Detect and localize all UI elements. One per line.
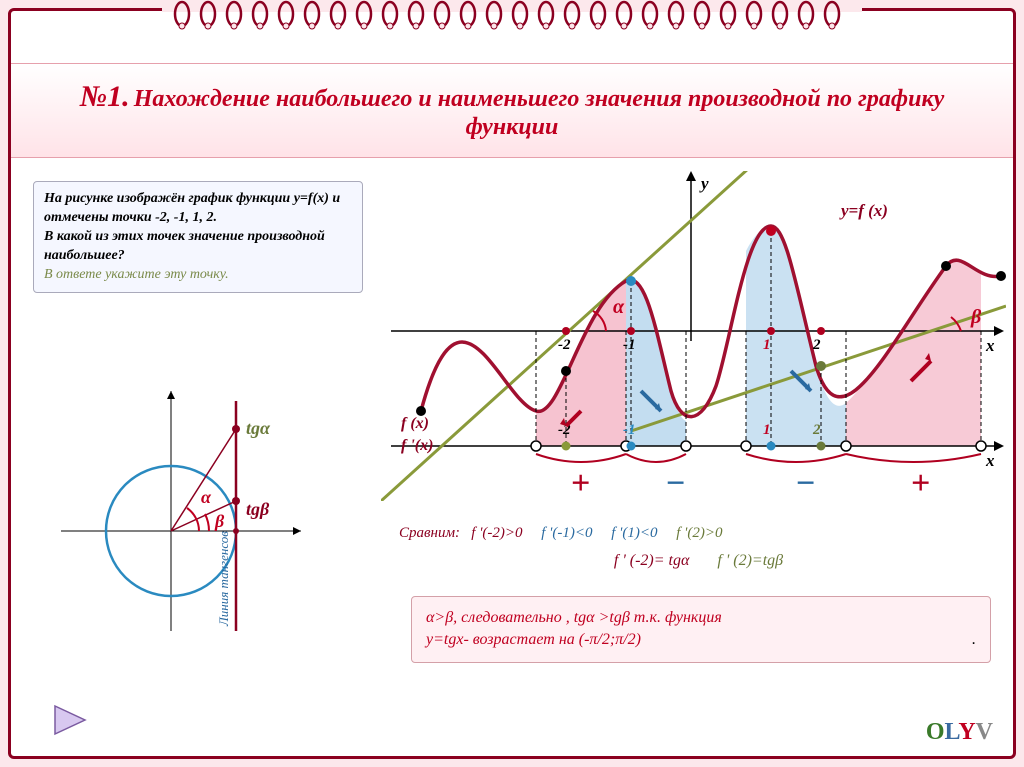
- problem-line2: В какой из этих точек значение производн…: [44, 228, 352, 266]
- function-graph: -2-2-1-11122+−−+αβyxxf (x)f '(x)y=f (x): [381, 171, 1006, 501]
- svg-text:+: +: [911, 465, 930, 501]
- svg-text:f '(x): f '(x): [401, 437, 433, 454]
- svg-text:tgα: tgα: [246, 418, 271, 438]
- problem-statement: На рисунке изображён график функции y=f(…: [33, 181, 363, 293]
- svg-text:1: 1: [763, 422, 771, 438]
- conclusion-box: α>β, следовательно , tgα >tgβ т.к. функц…: [411, 596, 991, 663]
- eq-alpha: f ' (-2)= tgα: [614, 552, 690, 569]
- svg-text:x: x: [985, 336, 995, 355]
- svg-text:x: x: [985, 451, 995, 470]
- title-text: Нахождение наибольшего и наименьшего зна…: [134, 86, 945, 140]
- svg-text:-1: -1: [623, 422, 636, 438]
- svg-text:y=f (x): y=f (x): [839, 201, 888, 220]
- svg-text:α: α: [201, 487, 212, 507]
- svg-text:−: −: [796, 465, 815, 501]
- next-arrow-button[interactable]: [51, 702, 91, 738]
- svg-text:tgβ: tgβ: [246, 499, 270, 519]
- page-frame: №1. Нахождение наибольшего и наименьшего…: [8, 8, 1016, 759]
- svg-text:y: y: [699, 174, 709, 193]
- compare-3: f '(1)<0: [611, 525, 657, 541]
- svg-text:2: 2: [812, 337, 821, 353]
- compare-label: Сравним:: [399, 525, 460, 541]
- comparison-block: Сравним: f '(-2)>0 f '(-1)<0 f '(1)<0 f …: [391, 521, 1006, 576]
- tangent-circle-diagram: αβ tgα tgβ Линия тангенсов: [51, 371, 351, 651]
- logo-olyv: OLYV: [926, 719, 993, 746]
- svg-text:1: 1: [763, 337, 771, 353]
- compare-2: f '(-1)<0: [541, 525, 592, 541]
- svg-text:β: β: [970, 306, 982, 328]
- svg-text:-1: -1: [623, 337, 636, 353]
- title-band: №1. Нахождение наибольшего и наименьшего…: [11, 63, 1013, 158]
- svg-text:α: α: [613, 296, 625, 318]
- conclusion-line1: α>β, следовательно , tgα >tgβ т.к. функц…: [426, 607, 976, 629]
- conclusion-line2: y=tgx- возрастает на (-π/2;π/2) .: [426, 629, 976, 651]
- compare-1: f '(-2)>0: [471, 525, 522, 541]
- spiral-binder: [162, 0, 862, 36]
- svg-text:β: β: [214, 511, 225, 531]
- svg-text:+: +: [571, 465, 590, 501]
- svg-text:2: 2: [812, 422, 821, 438]
- problem-line1: На рисунке изображён график функции y=f(…: [44, 190, 352, 228]
- eq-beta: f ' (2)=tgβ: [717, 552, 783, 569]
- svg-text:-2: -2: [558, 337, 571, 353]
- svg-text:f (x): f (x): [401, 415, 429, 432]
- problem-line3: В ответе укажите эту точку.: [44, 266, 352, 285]
- title-number: №1.: [80, 80, 130, 113]
- svg-text:Линия тангенсов: Линия тангенсов: [216, 531, 231, 627]
- compare-4: f '(2)>0: [676, 525, 722, 541]
- svg-text:−: −: [666, 465, 685, 501]
